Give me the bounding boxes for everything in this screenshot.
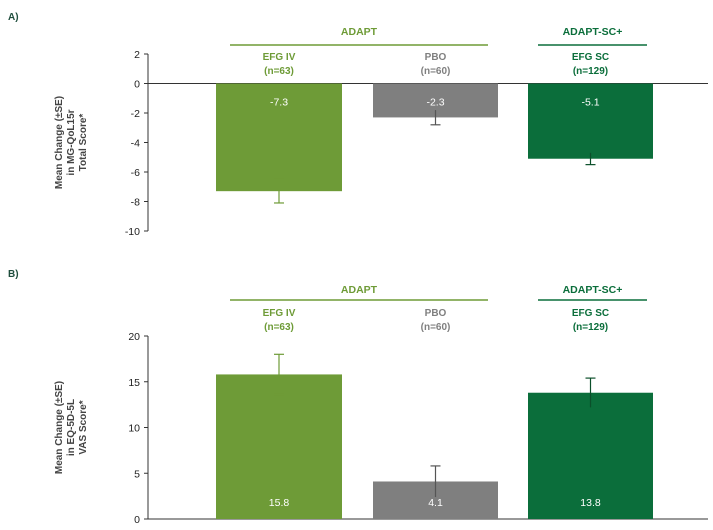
- y-axis-title-line: VAS Score*: [78, 400, 89, 454]
- y-tick-label: -6: [131, 167, 140, 179]
- series-name-label: EFG SC: [572, 308, 609, 319]
- series-n-label: (n=60): [421, 322, 451, 333]
- y-axis-title-line: Mean Change (±SE): [54, 96, 65, 189]
- group-label: ADAPT-SC+: [563, 284, 623, 296]
- y-tick-label: 10: [128, 423, 140, 435]
- y-tick-label: -2: [131, 108, 140, 120]
- y-tick-label: 0: [134, 79, 140, 91]
- group-label: ADAPT: [341, 26, 378, 38]
- series-n-label: (n=60): [421, 66, 451, 77]
- bar-value-label: -5.1: [581, 97, 599, 109]
- series-name-label: EFG IV: [263, 52, 296, 63]
- series-name-label: PBO: [425, 308, 447, 319]
- bar: [528, 392, 653, 519]
- y-axis-title: Mean Change (±SE)in EQ-5D-5LVAS Score*: [54, 381, 89, 474]
- y-tick-label: 5: [134, 468, 140, 480]
- y-tick-label: 2: [134, 49, 140, 61]
- y-axis-title-line: Total Score*: [78, 114, 89, 172]
- bar-value-label: 13.8: [580, 497, 601, 509]
- bar: [216, 374, 342, 519]
- group-label: ADAPT: [341, 284, 378, 296]
- bar-value-label: 4.1: [428, 497, 443, 509]
- series-name-label: PBO: [425, 52, 447, 63]
- y-axis-title: Mean Change (±SE)in MG-QoL15rTotal Score…: [54, 96, 89, 189]
- y-tick-label: 0: [134, 514, 140, 526]
- bar: [528, 83, 653, 159]
- series-n-label: (n=129): [573, 66, 608, 77]
- series-n-label: (n=63): [264, 322, 294, 333]
- y-tick-label: -8: [131, 197, 140, 209]
- y-axis-title-line: in MG-QoL15r: [66, 109, 77, 175]
- bar-value-label: 15.8: [269, 497, 290, 509]
- y-tick-label: 20: [128, 331, 140, 343]
- series-name-label: EFG IV: [263, 308, 296, 319]
- series-name-label: EFG SC: [572, 52, 609, 63]
- y-axis-title-line: Mean Change (±SE): [54, 381, 65, 474]
- bar-value-label: -7.3: [270, 97, 288, 109]
- group-label: ADAPT-SC+: [563, 26, 623, 38]
- panel-label: B): [8, 269, 19, 280]
- bar-value-label: -2.3: [426, 97, 444, 109]
- panel-label: A): [8, 12, 19, 23]
- y-tick-label: -10: [125, 226, 140, 238]
- y-tick-label: -4: [131, 138, 140, 150]
- series-n-label: (n=63): [264, 66, 294, 77]
- y-tick-label: 15: [128, 377, 140, 389]
- series-n-label: (n=129): [573, 322, 608, 333]
- bar: [216, 83, 342, 192]
- y-axis-title-line: in EQ-5D-5L: [66, 399, 77, 456]
